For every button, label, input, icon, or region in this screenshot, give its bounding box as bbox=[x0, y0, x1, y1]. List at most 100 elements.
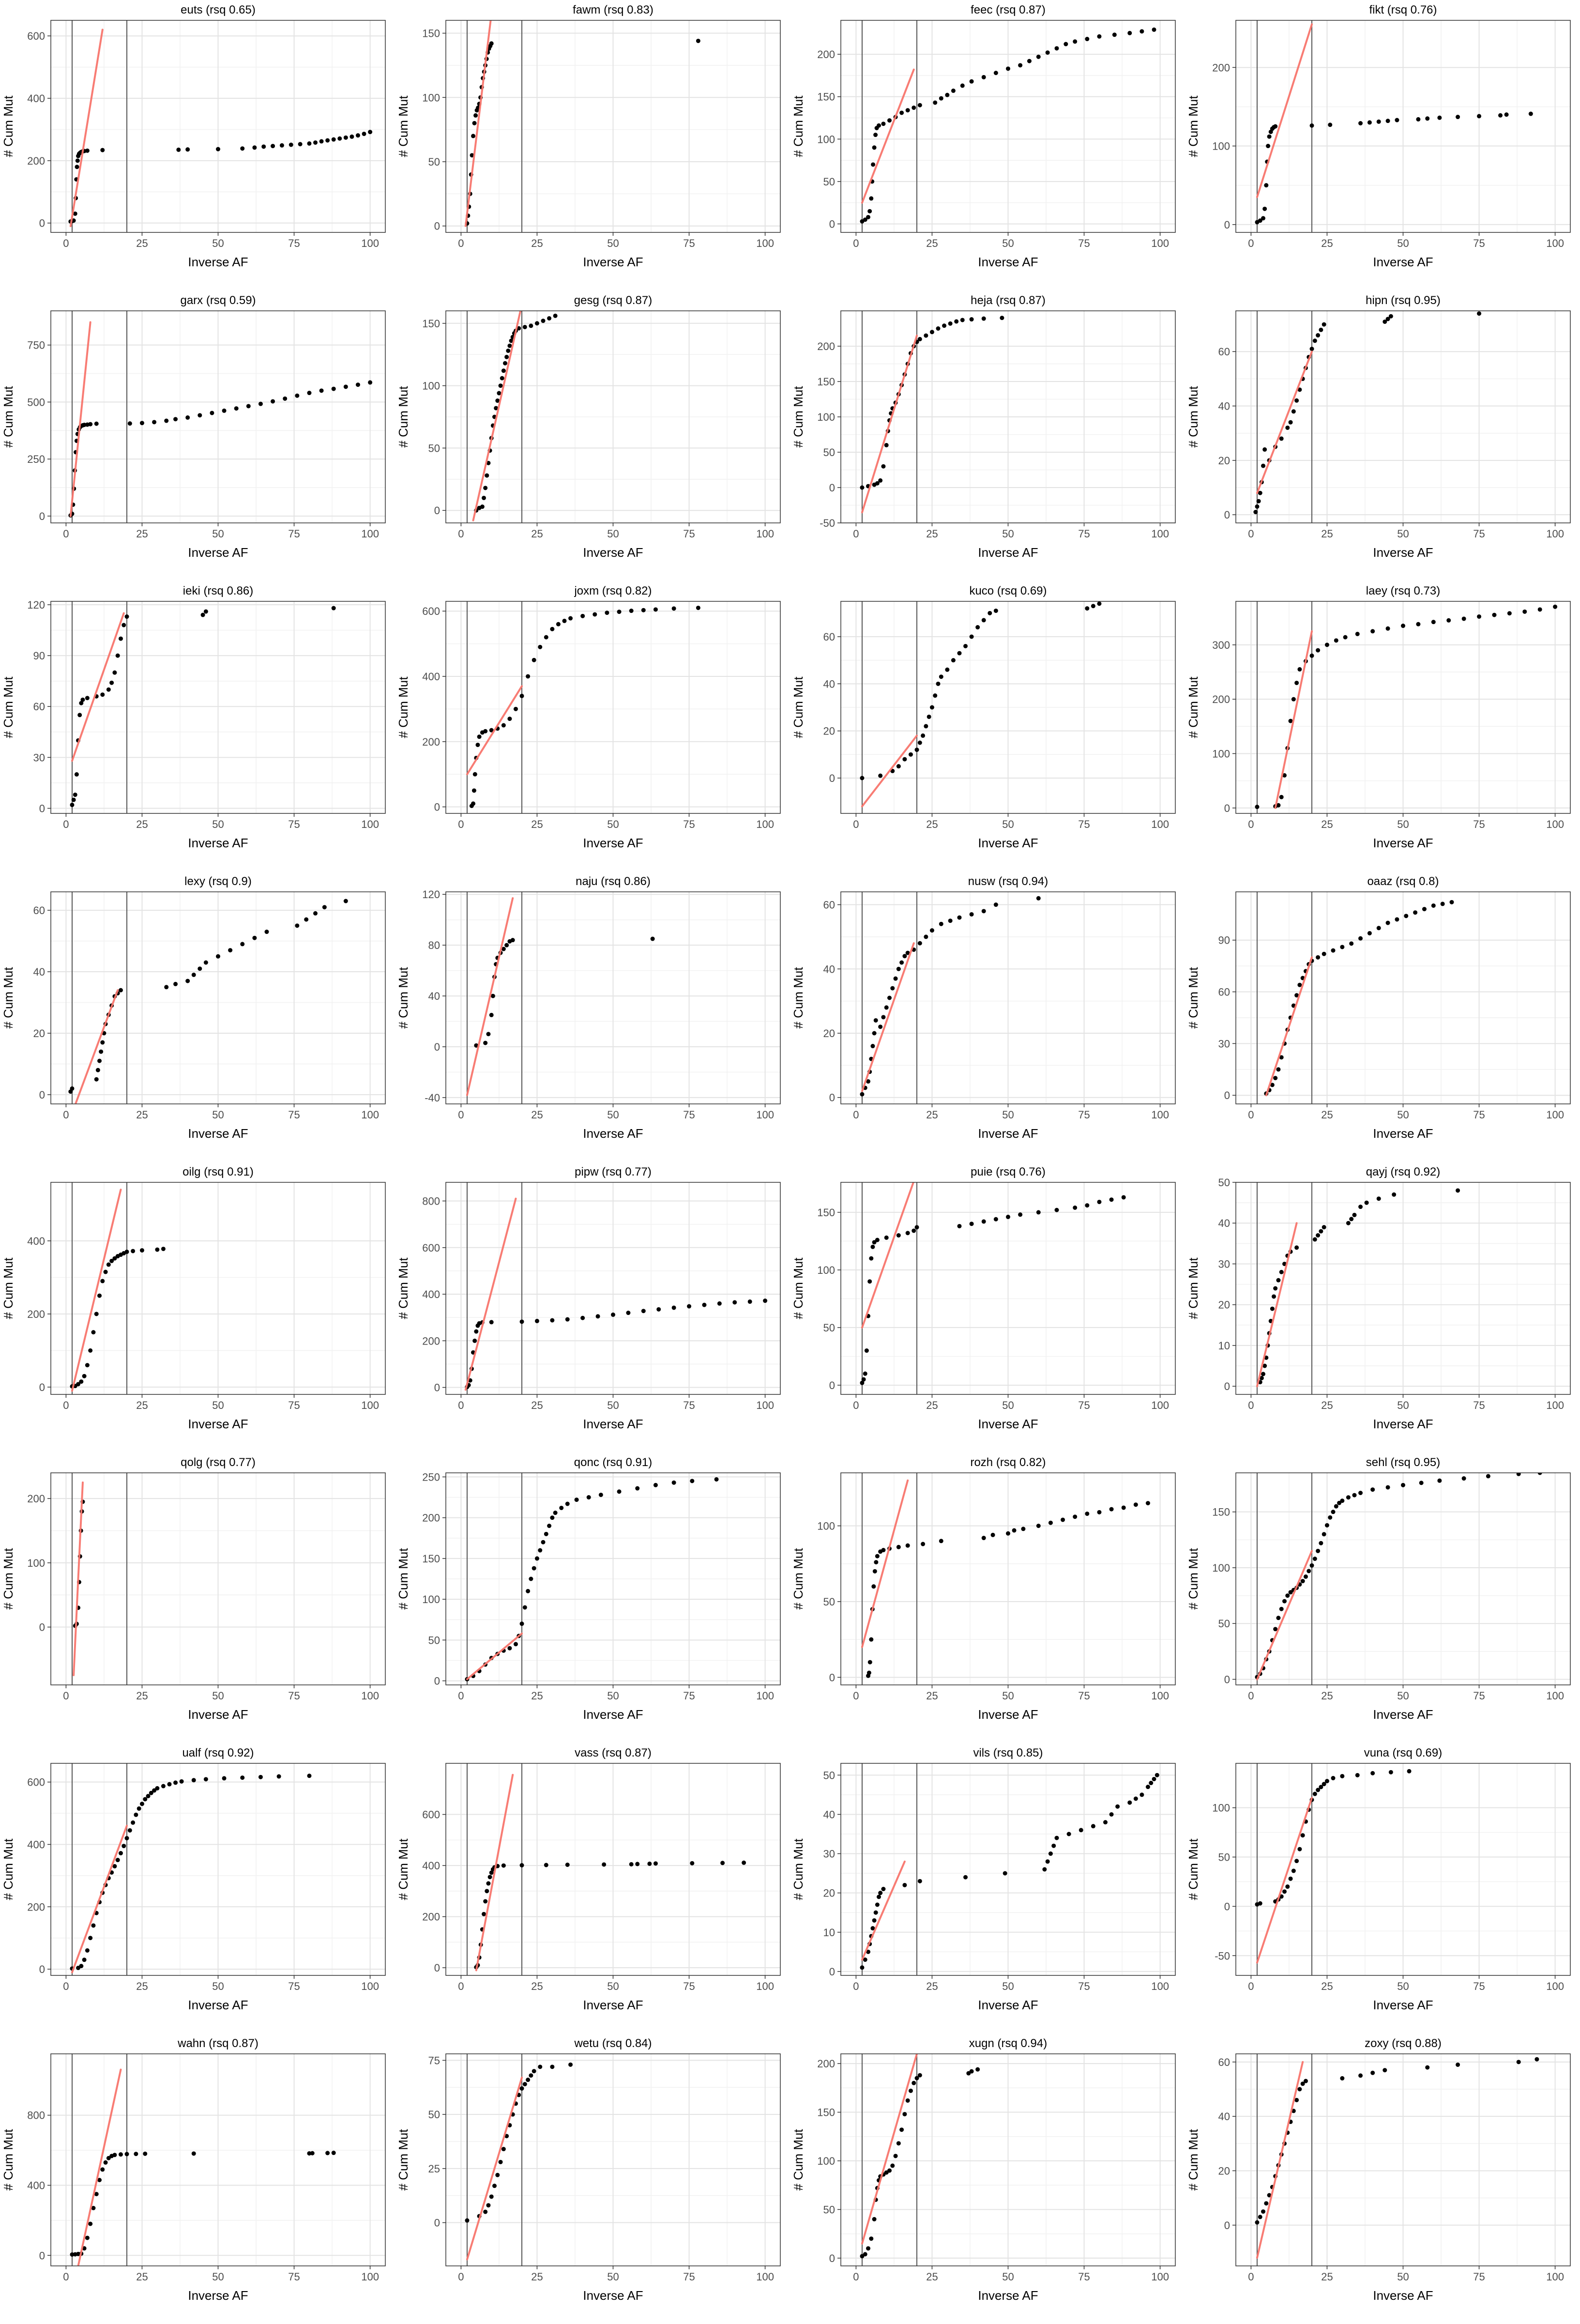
x-tick-label: 50 bbox=[1397, 818, 1409, 830]
data-point bbox=[173, 1780, 178, 1785]
data-point bbox=[863, 1371, 867, 1376]
data-point bbox=[500, 376, 504, 381]
data-point bbox=[696, 605, 700, 610]
data-point bbox=[939, 1539, 943, 1544]
data-point bbox=[878, 1891, 883, 1896]
y-tick-label: 600 bbox=[27, 30, 45, 42]
y-tick-label: 0 bbox=[39, 802, 45, 814]
y-axis-label: # Cum Mut bbox=[791, 1257, 805, 1319]
data-point bbox=[203, 960, 208, 965]
y-tick-label: 200 bbox=[422, 1911, 440, 1923]
y-tick-label: 120 bbox=[422, 888, 440, 901]
data-point bbox=[1276, 1616, 1281, 1621]
data-point bbox=[1388, 314, 1393, 319]
data-point bbox=[1261, 2209, 1266, 2214]
data-point bbox=[890, 986, 895, 991]
data-point bbox=[1051, 1843, 1056, 1848]
data-point bbox=[198, 413, 202, 418]
data-point bbox=[1294, 1859, 1299, 1864]
x-tick-label: 50 bbox=[212, 237, 224, 249]
data-point bbox=[504, 354, 509, 359]
data-point bbox=[1316, 333, 1321, 338]
data-point bbox=[963, 643, 968, 648]
y-tick-label: 50 bbox=[1218, 1851, 1230, 1864]
data-point bbox=[1449, 900, 1454, 904]
data-point bbox=[139, 1248, 144, 1253]
data-point bbox=[1419, 1481, 1424, 1485]
data-point bbox=[368, 380, 373, 385]
data-point bbox=[495, 2172, 500, 2177]
y-tick-label: 25 bbox=[428, 2163, 440, 2175]
panel-sehl: 0 25 50 75 100 0 50 100 150 sehl (rsq 0.95) Invers… bbox=[1186, 1456, 1571, 1722]
data-point bbox=[529, 2073, 533, 2078]
y-tick-label: 60 bbox=[33, 904, 45, 917]
data-point bbox=[203, 1777, 208, 1782]
data-point bbox=[1261, 216, 1266, 221]
data-point bbox=[908, 2088, 913, 2093]
data-point bbox=[1367, 120, 1372, 125]
panel-wahn: 0 25 50 75 100 0 400 800 wahn (rsq 0.87) Inverse … bbox=[1, 2037, 386, 2303]
data-point bbox=[860, 776, 865, 780]
data-point bbox=[139, 421, 144, 426]
x-tick-label: 50 bbox=[1002, 2271, 1014, 2283]
y-tick-label: 0 bbox=[434, 801, 440, 813]
data-point bbox=[1334, 638, 1338, 643]
x-axis-label: Inverse AF bbox=[583, 1998, 643, 2012]
y-tick-label: 90 bbox=[33, 650, 45, 662]
data-point bbox=[875, 1902, 880, 1907]
fit-line bbox=[73, 1481, 84, 1677]
data-point bbox=[917, 740, 922, 745]
panel-title: joxm (rsq 0.82) bbox=[574, 584, 652, 597]
data-point bbox=[115, 653, 120, 658]
data-point bbox=[1553, 604, 1558, 609]
data-point bbox=[1516, 1473, 1521, 1476]
data-point bbox=[927, 714, 931, 719]
y-tick-label: 0 bbox=[1224, 2219, 1230, 2232]
data-point bbox=[957, 1223, 962, 1228]
data-point bbox=[176, 147, 181, 152]
x-tick-label: 25 bbox=[926, 1109, 938, 1121]
y-tick-label: 0 bbox=[1224, 802, 1230, 814]
data-point bbox=[1282, 1599, 1287, 1604]
data-point bbox=[1288, 1590, 1293, 1595]
y-axis-label: # Cum Mut bbox=[1186, 95, 1200, 157]
x-axis-label: Inverse AF bbox=[978, 1126, 1038, 1141]
data-point bbox=[313, 140, 318, 145]
data-point bbox=[1288, 719, 1293, 723]
data-point bbox=[1003, 1871, 1007, 1876]
data-point bbox=[529, 1576, 533, 1581]
y-tick-label: 0 bbox=[434, 1041, 440, 1053]
y-tick-label: 40 bbox=[823, 963, 835, 975]
data-point bbox=[522, 324, 527, 329]
data-point bbox=[1522, 609, 1527, 614]
data-point bbox=[198, 966, 202, 971]
data-point bbox=[912, 105, 916, 110]
data-point bbox=[1340, 2076, 1345, 2081]
x-axis-label: Inverse AF bbox=[583, 836, 643, 850]
x-tick-label: 75 bbox=[683, 1399, 695, 1411]
data-point bbox=[1270, 1306, 1275, 1311]
data-point bbox=[1309, 653, 1314, 658]
x-tick-label: 100 bbox=[1546, 1980, 1564, 1992]
data-point bbox=[1498, 113, 1503, 118]
x-tick-label: 50 bbox=[212, 818, 224, 830]
fit-line bbox=[861, 1182, 915, 1329]
data-point bbox=[887, 2168, 892, 2173]
y-tick-label: 0 bbox=[434, 1382, 440, 1394]
x-tick-label: 100 bbox=[756, 1109, 774, 1121]
data-point bbox=[131, 1820, 136, 1825]
x-axis-label: Inverse AF bbox=[1373, 1707, 1433, 1722]
x-tick-label: 25 bbox=[531, 1399, 543, 1411]
data-point bbox=[480, 505, 485, 509]
x-tick-label: 100 bbox=[1151, 1399, 1169, 1411]
data-point bbox=[1309, 347, 1314, 352]
y-tick-label: 200 bbox=[1212, 693, 1230, 705]
data-point bbox=[864, 1348, 869, 1353]
data-point bbox=[1270, 1083, 1275, 1087]
fit-line bbox=[1265, 956, 1313, 1097]
data-point bbox=[261, 144, 266, 149]
fit-line bbox=[1256, 1550, 1313, 1681]
y-tick-label: 50 bbox=[823, 446, 835, 459]
data-point bbox=[519, 2086, 524, 2091]
y-tick-label: -40 bbox=[425, 1092, 440, 1104]
